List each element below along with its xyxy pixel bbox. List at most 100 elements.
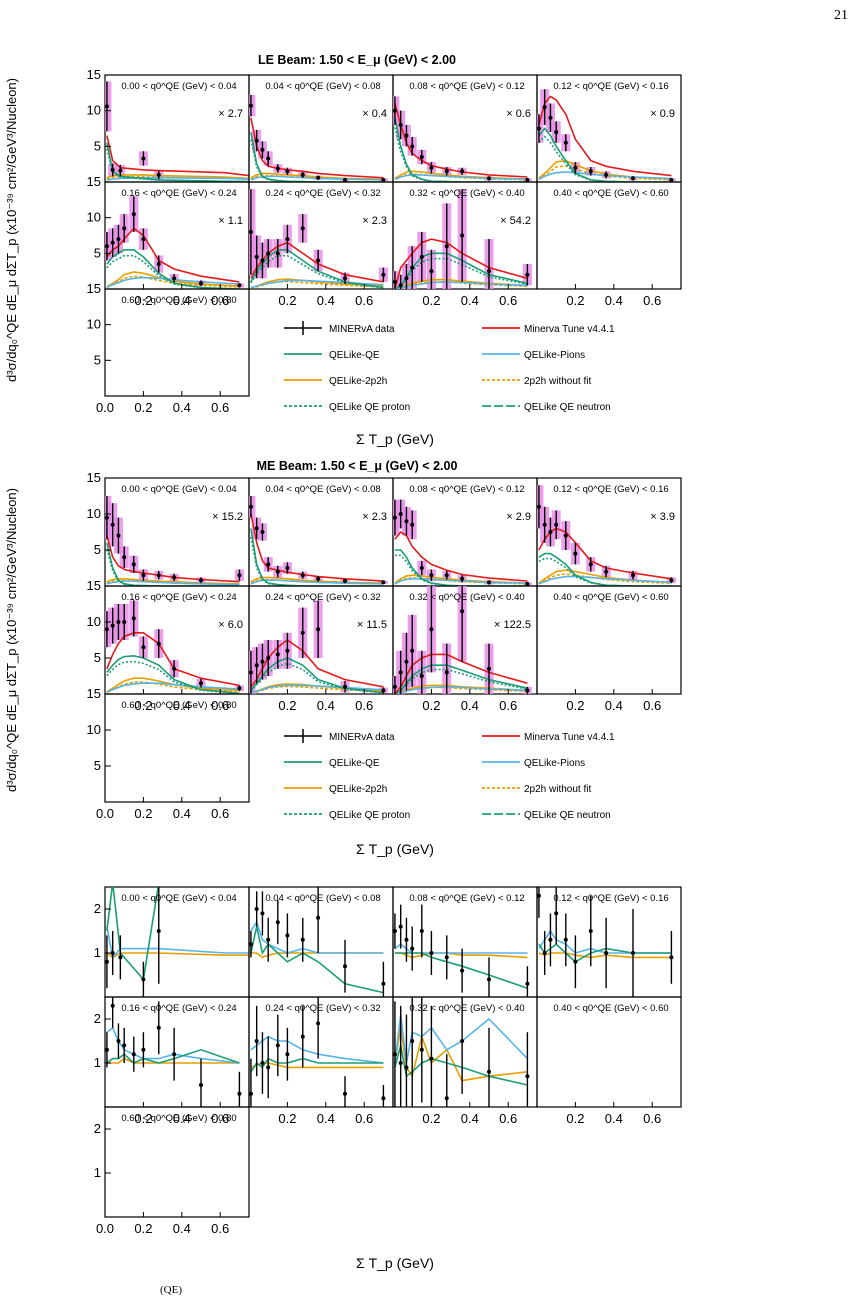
data-point [156,262,161,267]
data-point [398,1061,403,1065]
data-point [525,581,530,586]
x-tick-label: 0.6 [355,1111,373,1126]
data-point [573,551,578,556]
curve-qe [106,249,240,289]
curve-qe [250,1057,384,1073]
panel-plot [393,189,532,289]
data-point [525,177,530,182]
data-point [122,555,127,560]
data-point [398,122,403,127]
data-point [316,258,321,263]
panel: 0.04 < q0^QE (GeV) < 0.08 × 2.3 [248,477,394,587]
curve-qe [394,664,528,694]
data-point [249,1091,253,1096]
data-point [542,105,547,110]
data-point [444,169,449,174]
data-point [131,616,136,621]
data-point [604,951,609,955]
data-point [404,519,409,524]
data-point [199,281,203,286]
data-point [429,573,434,578]
y-tick-label: 2 [94,901,101,916]
data-point [110,1003,115,1008]
panel: 0.00 < q0^QE (GeV) < 0.04 × 2.7 5 10 15 [87,67,250,183]
page-number: 21 [834,8,848,23]
y-tick-label: 1 [94,1165,101,1180]
curve-2p2h [250,1062,384,1069]
curve-qe [250,249,384,289]
panel-frame [104,288,250,397]
data-point [300,630,305,635]
legend-label-twop2h: QELike-2p2h [329,376,387,387]
data-point [460,968,465,973]
data-point [266,1065,271,1070]
legend-label-data: MINERvA data [329,324,395,335]
panel-label: 0.40 < q0^QE (GeV) < 0.60 [553,592,668,603]
data-point [300,226,305,231]
panel-scale: × 0.4 [362,108,387,120]
data-point [444,670,449,675]
panel-label: 0.16 < q0^QE (GeV) < 0.24 [121,188,236,199]
x-tick-label: 0.2 [278,698,296,713]
curve-qe-proton [394,127,528,182]
y-tick-label: 15 [87,578,101,593]
y-tick-label: 5 [94,245,101,260]
x-axis-label: Σ T_p (GeV) [356,1255,434,1271]
data-point [393,684,397,689]
chart-3: 0.00 < q0^QE (GeV) < 0.04 1 2 0.04 < q0^QE … [94,886,682,1271]
data-point [381,981,386,986]
legend-label-nofit: 2p2h without fit [524,784,591,795]
data-point [156,929,161,933]
panel-scale: × 3.9 [650,511,675,523]
x-tick-label: 0.6 [643,293,661,308]
curve-pions [394,1014,528,1064]
data-point [105,627,109,632]
curve-tune [394,238,528,289]
panel: 0.04 < q0^QE (GeV) < 0.08 × 0.4 [248,74,394,183]
data-point [156,641,161,646]
curve-pions [394,281,528,289]
legend-label-twop2h: QELike-2p2h [329,784,387,795]
data-point [300,937,305,942]
curve-pions [394,685,528,694]
x-tick-label: 0.6 [643,1111,661,1126]
panel-label: 0.24 < q0^QE (GeV) < 0.32 [265,592,380,603]
curve-2p2h [394,1027,528,1082]
curve-qe-proton [250,536,384,586]
data-point [631,951,635,955]
curve-2p2h [106,578,240,585]
data-point [199,578,203,583]
x-tick-label: 0.2 [422,293,440,308]
data-point [588,929,593,933]
panel-frame [104,1106,250,1218]
data-point [525,272,530,277]
curve-2p2h [106,271,240,288]
data-point [285,648,290,653]
panel-plot [249,94,388,182]
data-point [122,226,127,231]
y-tick-label: 2 [94,1011,101,1026]
panel: 0.32 < q0^QE (GeV) < 0.40 × 54.2 0.2 0.4 0.6 [392,181,538,308]
legend-label-proton: QELike QE proton [329,810,410,821]
panel: 0.12 < q0^QE (GeV) < 0.16 [536,886,682,998]
data-point [444,573,449,578]
panel: 0.40 < q0^QE (GeV) < 0.60 0.2 0.4 0.6 [536,585,682,713]
data-point [429,165,434,170]
legend-label-neutron: QELike QE neutron [524,402,611,413]
panel-label: 0.60 < q0^QE (GeV) < 0.80 [121,295,236,306]
data-point [393,108,397,113]
curve-pions [250,579,384,585]
data-point [393,929,397,933]
data-point [381,1096,386,1101]
data-point [631,176,635,181]
data-point [260,911,265,916]
panel-label: 0.04 < q0^QE (GeV) < 0.08 [265,893,380,904]
curve-qe [394,117,528,182]
legend-label-qe: QELike-QE [329,350,380,361]
legend-label-proton: QELike QE proton [329,402,410,413]
panel-plot [249,887,386,997]
y-axis-label: d³σ/dq₀^QE dE_μ dΣT_p (x10⁻³⁹ cm²/GeV³/N… [4,488,19,792]
data-point [429,627,434,632]
data-point [260,530,265,534]
curve-tune [250,241,384,283]
